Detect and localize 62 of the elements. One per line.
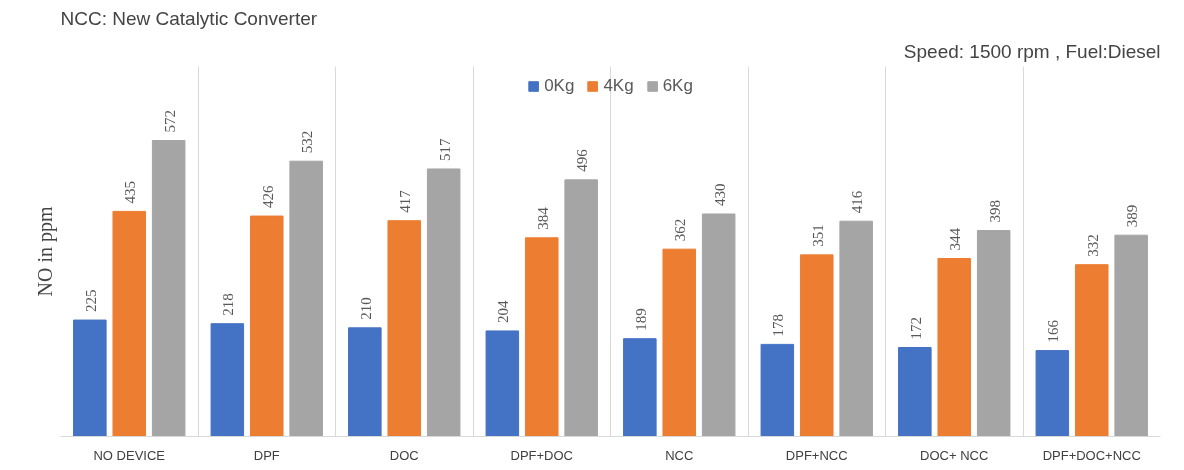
bar	[799, 254, 834, 437]
bar	[249, 215, 284, 437]
bar	[623, 338, 657, 437]
bar	[976, 230, 1011, 437]
x-tick-label: DPF+DOC+NCC	[1042, 447, 1141, 463]
data-label: 344	[947, 227, 964, 251]
x-tick-label: NO DEVICE	[93, 447, 166, 463]
bar	[662, 248, 697, 437]
bar	[73, 319, 107, 437]
legend-label: 6Kg	[662, 76, 693, 96]
data-label: 332	[1084, 234, 1101, 257]
bar	[426, 168, 461, 437]
data-label: 416	[849, 190, 866, 214]
data-label: 417	[397, 189, 414, 213]
x-tick-label: DOC	[389, 447, 419, 463]
x-tick-label: DOC+ NCC	[920, 447, 989, 463]
data-label: 166	[1045, 319, 1062, 343]
bar	[348, 327, 382, 437]
data-label: 572	[161, 110, 178, 133]
bar	[524, 237, 559, 437]
x-tick-label: NCC	[665, 447, 694, 463]
data-label: 496	[574, 148, 591, 172]
data-label: 189	[632, 308, 649, 331]
data-label: 384	[534, 206, 551, 230]
x-tick-label: DPF+DOC	[510, 447, 573, 463]
bar	[151, 140, 186, 437]
bar	[701, 213, 736, 437]
data-label: 389	[1124, 204, 1141, 228]
bar	[564, 179, 598, 437]
data-label: 517	[436, 137, 453, 161]
bar	[485, 330, 520, 437]
legend-label: 4Kg	[603, 76, 634, 96]
x-tick-label: DPF+NCC	[785, 447, 848, 463]
data-label: 426	[259, 185, 276, 209]
chart-title: NCC: New Catalytic Converter	[60, 7, 318, 29]
bar	[1035, 350, 1070, 437]
data-label: 398	[986, 200, 1003, 223]
data-label: 435	[122, 180, 139, 204]
bar	[1074, 264, 1109, 437]
x-tick-label: DPF	[253, 447, 280, 463]
bar	[387, 220, 422, 437]
data-label: 225	[82, 289, 99, 313]
data-label: 172	[907, 316, 924, 340]
data-label: 218	[220, 293, 237, 316]
data-label: 362	[672, 218, 689, 242]
data-label: 532	[299, 130, 316, 154]
bar	[937, 257, 972, 437]
bar	[1114, 234, 1148, 437]
data-label: 430	[711, 183, 728, 206]
bar	[289, 160, 323, 437]
bar	[112, 210, 147, 437]
data-label: 210	[357, 297, 374, 320]
bar	[210, 323, 245, 437]
bar	[760, 343, 795, 437]
text: Speed: 1500 rpm , Fuel:Diesel	[903, 40, 1161, 62]
bar	[839, 220, 873, 437]
bar	[898, 346, 932, 437]
y-axis-title: NO in ppm	[33, 206, 57, 297]
data-label: 178	[770, 313, 787, 337]
data-label: 204	[495, 299, 512, 323]
legend-label: 0Kg	[544, 76, 575, 96]
data-label: 351	[809, 224, 826, 247]
